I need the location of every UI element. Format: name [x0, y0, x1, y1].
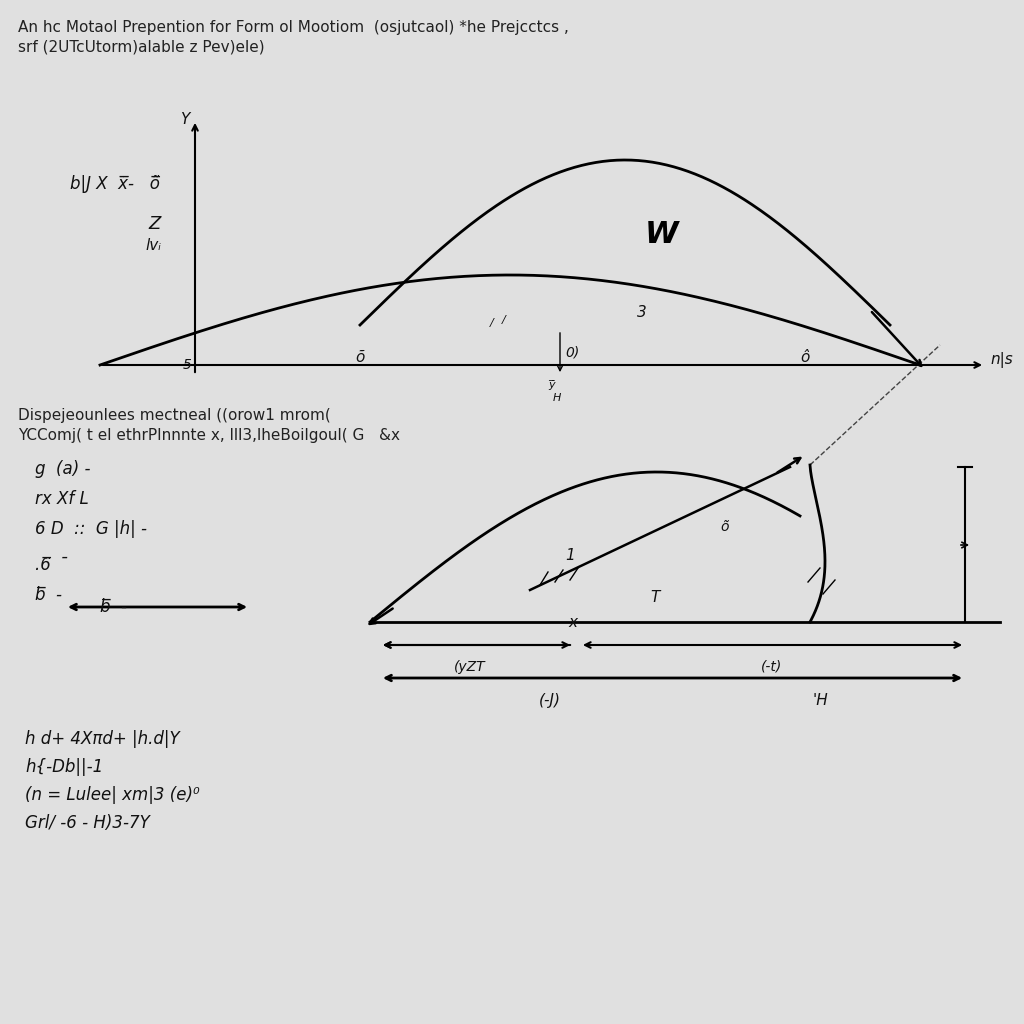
- Text: b|J X  x̅̄-   õ̅: b|J X x̅̄- õ̅: [70, 175, 160, 193]
- Text: h d+ 4Xπd+ |h.d|Y: h d+ 4Xπd+ |h.d|Y: [25, 730, 179, 748]
- Text: (-J): (-J): [539, 693, 561, 708]
- Text: b̅  -: b̅ -: [35, 586, 62, 604]
- Text: x: x: [568, 615, 578, 630]
- Text: õ: õ: [355, 350, 365, 365]
- Text: W: W: [645, 220, 679, 249]
- Text: lvᵢ: lvᵢ: [145, 238, 161, 253]
- Text: .6̅   ̄: .6̅ ̄: [35, 556, 67, 574]
- Text: An hc Motaol Prepention for Form ol Mootiom  (osjutcaol) *he Prejcctcs ,: An hc Motaol Prepention for Form ol Moot…: [18, 20, 569, 35]
- Text: rx Xf L: rx Xf L: [35, 490, 89, 508]
- Text: (yZT: (yZT: [455, 660, 485, 674]
- Text: T: T: [650, 590, 659, 605]
- Text: (-t): (-t): [762, 660, 782, 674]
- Text: Y: Y: [180, 112, 189, 127]
- Text: n|s: n|s: [990, 352, 1013, 368]
- Text: /: /: [490, 318, 494, 328]
- Text: 1: 1: [565, 548, 574, 563]
- Text: b̅  -: b̅ -: [100, 598, 127, 616]
- Text: h{-Db||-1: h{-Db||-1: [25, 758, 103, 776]
- Text: Grl/ -6 - H)3-7Y: Grl/ -6 - H)3-7Y: [25, 814, 150, 831]
- Text: 3: 3: [637, 305, 647, 319]
- Text: 'H: 'H: [812, 693, 827, 708]
- Text: 5: 5: [183, 358, 191, 372]
- Text: YCComj( t el ethrPInnnte x, lll3,lheBoilgoul( G   &x: YCComj( t el ethrPInnnte x, lll3,lheBoil…: [18, 428, 400, 443]
- Text: H: H: [553, 393, 561, 403]
- Text: g  (a) -: g (a) -: [35, 460, 90, 478]
- Text: Z: Z: [148, 215, 161, 233]
- Text: /: /: [502, 315, 506, 325]
- Text: 0): 0): [565, 345, 580, 359]
- Text: õ: õ: [720, 520, 728, 534]
- Text: (n = Lulee| xm|3 (e)⁰: (n = Lulee| xm|3 (e)⁰: [25, 786, 200, 804]
- Text: 6 D  ::  G |h| -: 6 D :: G |h| -: [35, 520, 147, 538]
- Text: srf (2UTcUtorm)alable z Pev)ele): srf (2UTcUtorm)alable z Pev)ele): [18, 40, 264, 55]
- Text: ẏ̅: ẏ̅: [548, 380, 555, 390]
- Text: ô: ô: [800, 350, 809, 365]
- Text: Dispejeounlees mectneal ((orow1 mrom(: Dispejeounlees mectneal ((orow1 mrom(: [18, 408, 331, 423]
